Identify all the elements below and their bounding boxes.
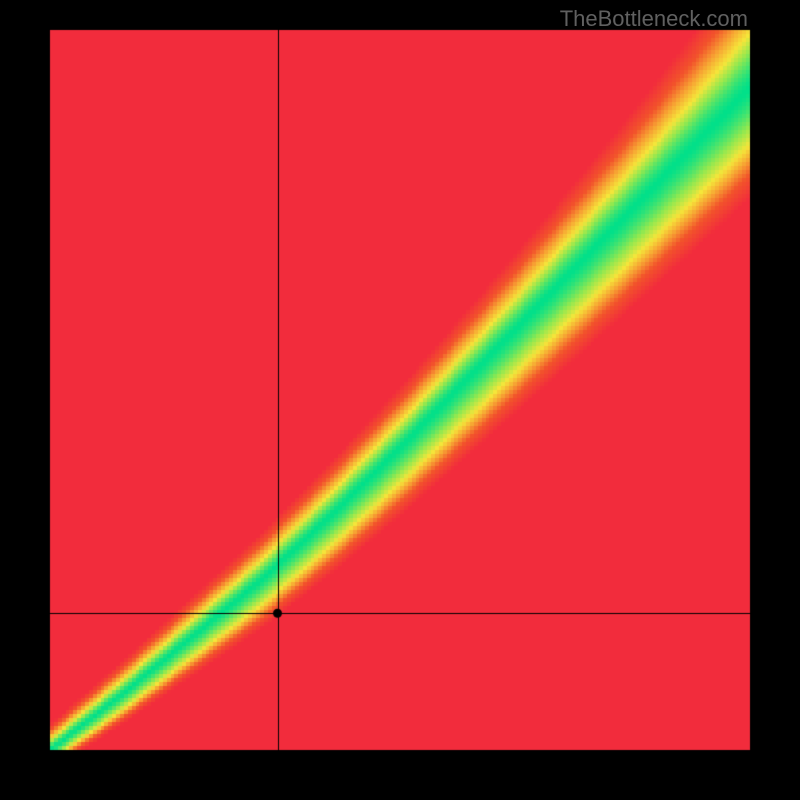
chart-container: TheBottleneck.com — [0, 0, 800, 800]
bottleneck-heatmap — [0, 0, 800, 800]
watermark-text: TheBottleneck.com — [560, 6, 748, 32]
